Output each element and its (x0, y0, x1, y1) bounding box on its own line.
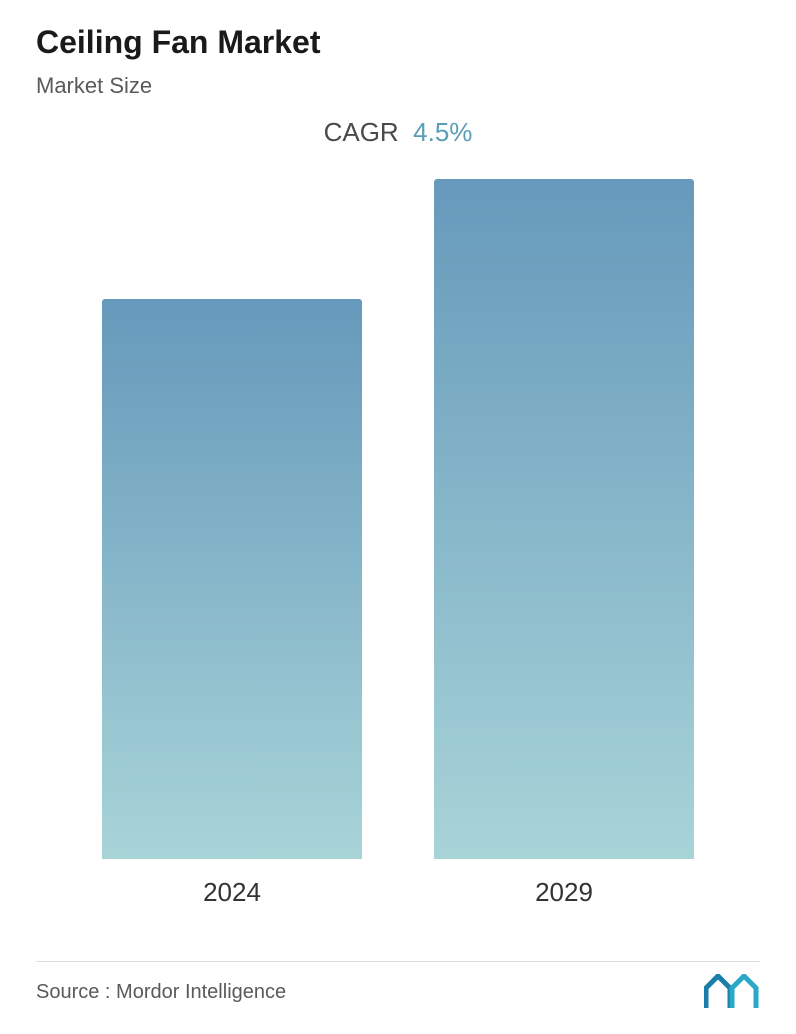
bar-2024 (102, 299, 362, 859)
bar-2029 (434, 179, 694, 859)
footer-divider (36, 961, 760, 962)
chart-subtitle: Market Size (36, 73, 760, 99)
chart-container: Ceiling Fan Market Market Size CAGR 4.5%… (0, 0, 796, 1034)
chart-title: Ceiling Fan Market (36, 24, 760, 61)
bar-group-2024: 2024 (102, 299, 362, 908)
cagr-row: CAGR 4.5% (36, 117, 760, 148)
source-text: Source : Mordor Intelligence (36, 981, 286, 1004)
bar-label-2029: 2029 (535, 877, 593, 908)
brand-logo-icon (704, 974, 760, 1010)
footer: Source : Mordor Intelligence (36, 974, 760, 1010)
bar-label-2024: 2024 (203, 877, 261, 908)
bar-group-2029: 2029 (434, 179, 694, 908)
cagr-label: CAGR (324, 117, 399, 147)
chart-area: 2024 2029 (36, 168, 760, 908)
cagr-value: 4.5% (413, 117, 472, 147)
